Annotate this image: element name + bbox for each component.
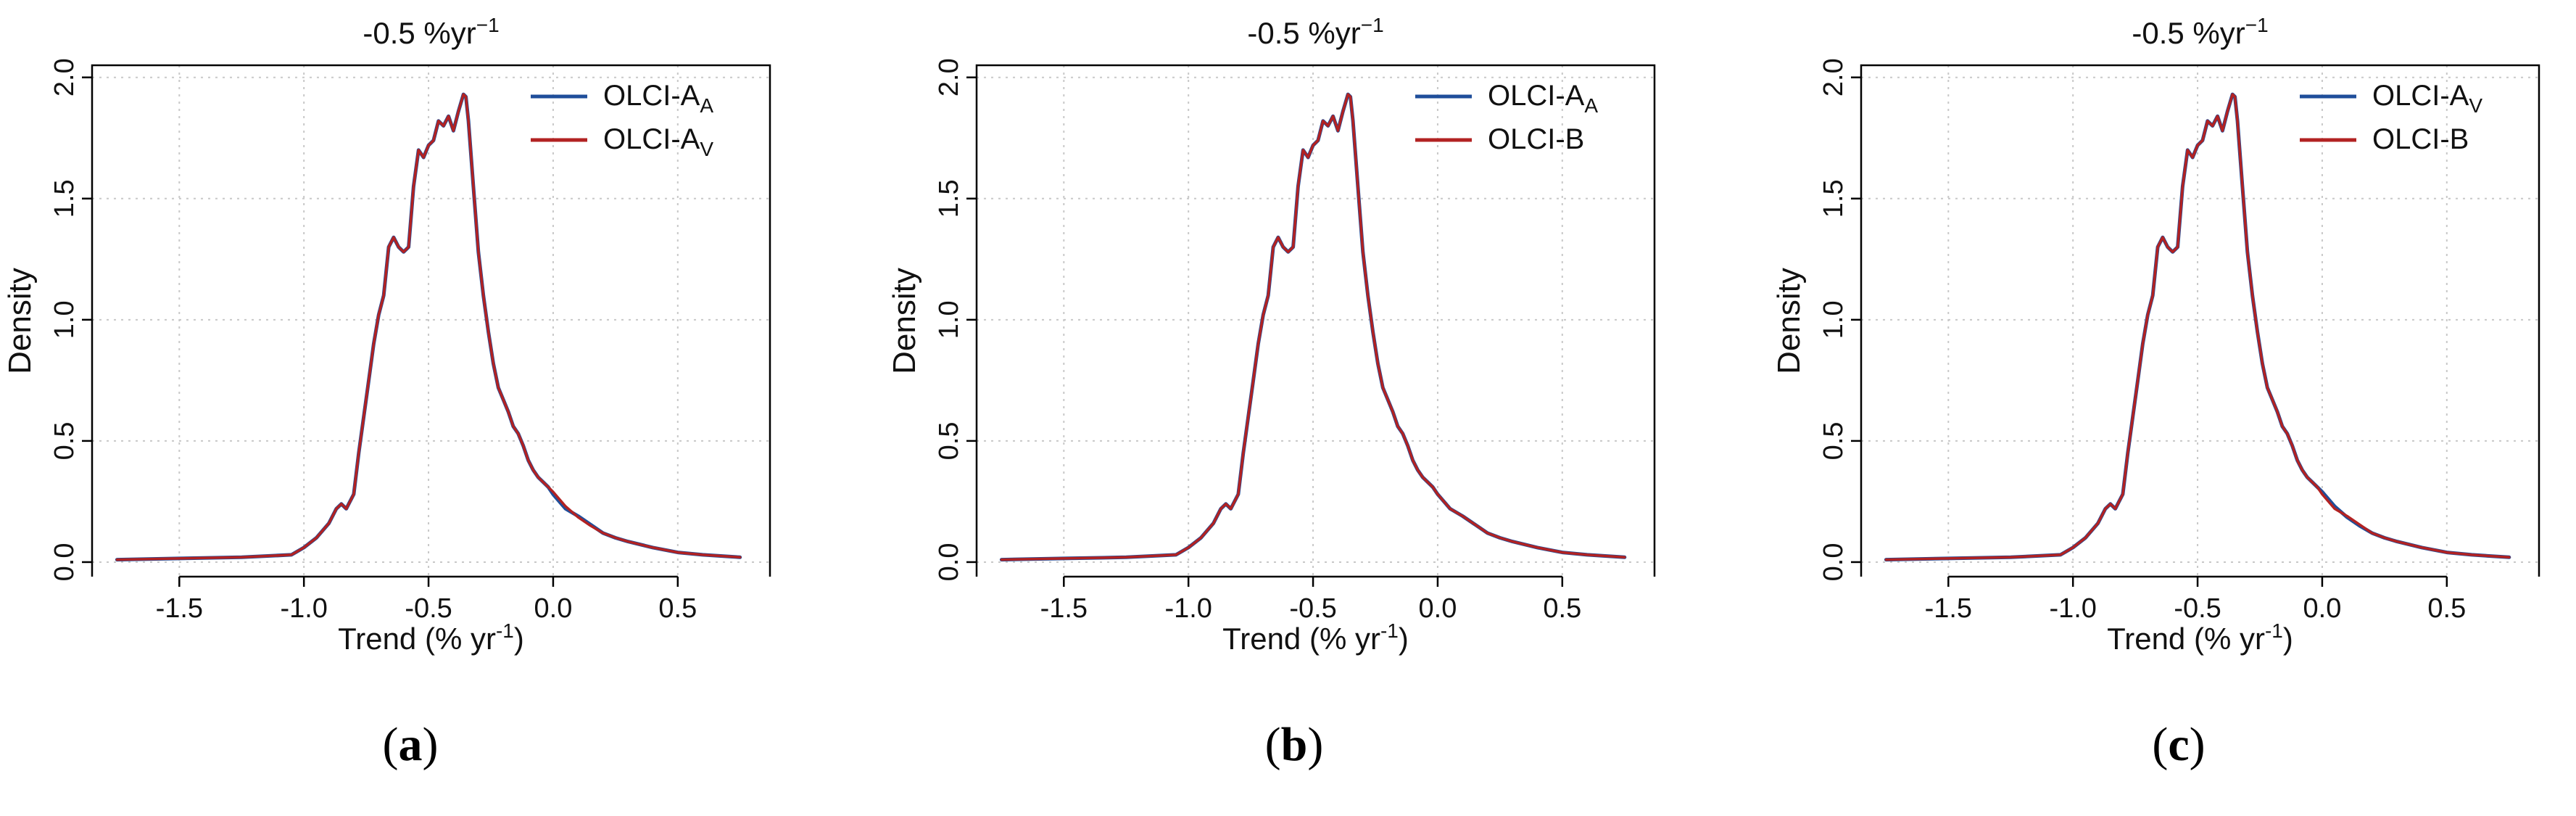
- panel-label-open: (: [383, 718, 399, 771]
- y-tick-label: 0.5: [934, 421, 964, 460]
- x-axis-label-text: Trend (% yr: [1222, 622, 1380, 656]
- legend-entry: OLCI-B: [1488, 123, 1584, 155]
- x-axis-label: Trend (% yr-1): [338, 619, 524, 656]
- legend-entry-name: OLCI-B: [1488, 123, 1584, 155]
- series-line-2: [1884, 93, 2511, 561]
- x-tick-label: 0.5: [2427, 593, 2466, 624]
- panel-label-close: ): [2190, 718, 2206, 771]
- x-axis-label-text: Trend (% yr: [338, 622, 496, 656]
- panel-label: (b): [1265, 718, 1324, 771]
- legend-entry: OLCI-B: [2372, 123, 2469, 155]
- legend-entry-subscript: V: [2469, 94, 2482, 117]
- x-tick-label: 0.0: [534, 593, 573, 624]
- y-tick-label: 0.5: [1818, 421, 1849, 460]
- x-axis-label-text: Trend (% yr: [2107, 622, 2265, 656]
- legend-entry-subscript: V: [700, 138, 713, 160]
- y-tick-label: 0.0: [1818, 543, 1849, 582]
- y-tick-label: 1.0: [934, 300, 964, 339]
- y-tick-label: 1.5: [1818, 179, 1849, 218]
- chart-title-superscript: −1: [2245, 14, 2269, 36]
- y-tick-label: 0.5: [49, 421, 80, 460]
- x-axis-label-close: ): [2283, 622, 2293, 656]
- legend-entry-subscript: A: [1584, 94, 1598, 117]
- plot-frame: [975, 64, 1656, 577]
- x-tick-label: -1.0: [2049, 593, 2096, 624]
- x-tick-label: -0.5: [1289, 593, 1336, 624]
- x-tick-label: -1.5: [156, 593, 203, 624]
- x-tick-label: -1.0: [1164, 593, 1212, 624]
- chart-title-superscript: −1: [1361, 14, 1384, 36]
- x-axis-label-superscript: -1: [1380, 619, 1399, 642]
- series-line-2: [115, 93, 742, 561]
- legend-entry-name: OLCI-A: [1488, 80, 1585, 112]
- panel-label-open: (: [1265, 718, 1281, 771]
- x-axis-label-superscript: -1: [496, 619, 514, 642]
- panel-label: (c): [2152, 718, 2205, 771]
- panel-label-letter: c: [2168, 718, 2189, 771]
- chart-title-superscript: −1: [476, 14, 500, 36]
- y-tick-label: 1.0: [49, 300, 80, 339]
- chart-panel-1: -1.5 -1.0 -0.5 0.0 0.5 0.0 0.5 1.0 1.5 2.0 -0.5 %y…: [2, 14, 771, 656]
- chart-title: -0.5 %yr−1: [1247, 14, 1383, 50]
- chart-title: -0.5 %yr−1: [2132, 14, 2268, 50]
- x-tick-label: -0.5: [2174, 593, 2221, 624]
- panel-label: (a): [383, 718, 439, 771]
- panel-label-close: ): [1307, 718, 1323, 771]
- chart-panel-3: -1.5 -1.0 -0.5 0.0 0.5 0.0 0.5 1.0 1.5 2.0 -0.5 %y…: [1771, 14, 2540, 656]
- y-tick-label: 1.5: [934, 179, 964, 218]
- legend-entry-name: OLCI-A: [2372, 80, 2469, 112]
- chart-title: -0.5 %yr−1: [363, 14, 499, 50]
- y-tick-label: 0.0: [934, 543, 964, 582]
- panel-label-close: ): [423, 718, 439, 771]
- x-tick-label: -0.5: [405, 593, 452, 624]
- y-tick-label: 0.0: [49, 543, 80, 582]
- chart-panel-2: -1.5 -1.0 -0.5 0.0 0.5 0.0 0.5 1.0 1.5 2.0 -0.5 %y…: [887, 14, 1656, 656]
- legend-entry: OLCI-AV: [603, 123, 713, 160]
- x-axis-label: Trend (% yr-1): [1222, 619, 1409, 656]
- panel-label-open: (: [2152, 718, 2168, 771]
- panel-label-letter: a: [399, 718, 423, 771]
- series-line-2: [1000, 93, 1626, 561]
- y-axis-label: Density: [887, 268, 922, 374]
- x-axis-label-superscript: -1: [2265, 619, 2283, 642]
- y-tick-label: 1.5: [49, 179, 80, 218]
- y-tick-label: 1.0: [1818, 300, 1849, 339]
- chart-title-text: -0.5 %yr: [2132, 16, 2245, 50]
- x-tick-label: -1.0: [280, 593, 327, 624]
- plot-frame: [91, 64, 771, 577]
- y-tick-label: 2.0: [49, 58, 80, 96]
- x-axis-label-close: ): [1399, 622, 1409, 656]
- y-axis-label: Density: [1771, 268, 1807, 374]
- x-tick-label: 0.5: [1543, 593, 1581, 624]
- legend-entry: OLCI-AV: [2372, 80, 2482, 117]
- x-axis-label: Trend (% yr-1): [2107, 619, 2293, 656]
- x-tick-label: 0.0: [2303, 593, 2342, 624]
- legend-entry-name: OLCI-B: [2372, 123, 2469, 155]
- y-axis-label: Density: [2, 268, 38, 374]
- x-tick-label: 0.5: [658, 593, 697, 624]
- legend-entry: OLCI-AA: [1488, 80, 1598, 117]
- chart-title-text: -0.5 %yr: [1247, 16, 1360, 50]
- legend-entry-name: OLCI-A: [603, 123, 700, 155]
- plot-frame: [1860, 64, 2540, 577]
- x-tick-label: -1.5: [1925, 593, 1972, 624]
- y-tick-label: 2.0: [1818, 58, 1849, 96]
- x-axis-label-close: ): [514, 622, 524, 656]
- legend-entry-subscript: A: [700, 94, 713, 117]
- panel-label-letter: b: [1281, 718, 1308, 771]
- x-tick-label: 0.0: [1419, 593, 1457, 624]
- x-tick-label: -1.5: [1040, 593, 1088, 624]
- chart-title-text: -0.5 %yr: [363, 16, 476, 50]
- legend-entry-name: OLCI-A: [603, 80, 700, 112]
- y-tick-label: 2.0: [934, 58, 964, 96]
- legend-entry: OLCI-AA: [603, 80, 713, 117]
